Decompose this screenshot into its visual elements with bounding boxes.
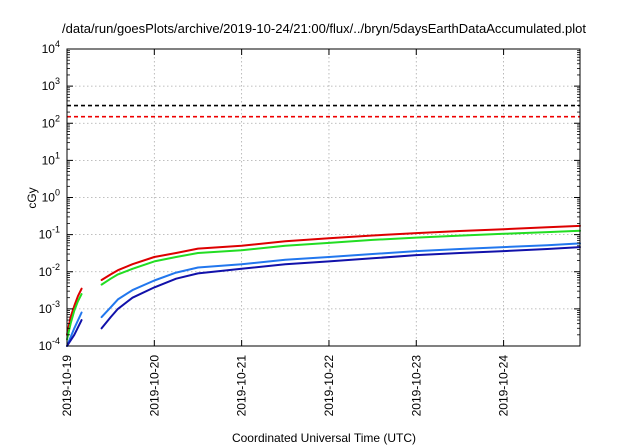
- y-tick-base: 10: [39, 265, 53, 279]
- y-tick-exponent: 2: [55, 113, 60, 123]
- y-tick-base: 10: [39, 302, 53, 316]
- x-tick-label: 2019-10-19: [60, 355, 74, 417]
- y-tick-base: 10: [42, 153, 56, 167]
- series-line: [66, 319, 83, 347]
- series-line: [66, 311, 83, 347]
- x-tick-label: 2019-10-21: [235, 355, 249, 417]
- series-line: [66, 293, 83, 341]
- x-axis-ticks: 2019-10-19 2019-10-20 2019-10-21 2019-10-22…: [60, 49, 511, 416]
- y-tick-exponent: -3: [52, 299, 60, 309]
- y-tick-exponent: 0: [55, 188, 60, 198]
- series-line: [100, 224, 581, 281]
- y-tick-base: 10: [42, 42, 56, 56]
- y-tick-exponent: -1: [52, 225, 60, 235]
- y-tick-label: 104: [42, 39, 60, 56]
- y-tick-label: 10-1: [39, 225, 60, 242]
- series-lines: [66, 224, 581, 347]
- series-line: [100, 246, 581, 330]
- y-tick-exponent: 1: [55, 150, 60, 160]
- series-line: [100, 242, 581, 319]
- y-tick-exponent: 4: [55, 39, 60, 49]
- y-tick-exponent: -4: [52, 336, 60, 346]
- grid: [67, 49, 580, 346]
- y-tick-label: 10-2: [39, 262, 60, 279]
- y-tick-base: 10: [39, 339, 53, 353]
- x-tick-label: 2019-10-20: [147, 355, 161, 417]
- x-axis-label: Coordinated Universal Time (UTC): [232, 431, 416, 445]
- y-tick-base: 10: [42, 116, 56, 130]
- y-tick-base: 10: [42, 191, 56, 205]
- y-tick-exponent: -2: [52, 262, 60, 272]
- y-axis-label: cGy: [25, 187, 39, 208]
- y-tick-exponent: 3: [55, 76, 60, 86]
- y-tick-label: 100: [42, 188, 60, 205]
- y-tick-label: 102: [42, 113, 60, 130]
- y-tick-label: 10-3: [39, 299, 60, 316]
- y-tick-label: 103: [42, 76, 60, 93]
- y-tick-base: 10: [39, 228, 53, 242]
- threshold-lines: [67, 104, 580, 118]
- y-tick-label: 101: [42, 150, 60, 167]
- x-tick-label: 2019-10-24: [497, 355, 511, 417]
- y-tick-label: 10-4: [39, 336, 60, 353]
- chart-title: /data/run/goesPlots/archive/2019-10-24/2…: [62, 21, 586, 36]
- x-tick-label: 2019-10-23: [409, 355, 423, 417]
- series-line: [100, 229, 581, 286]
- y-tick-base: 10: [42, 79, 56, 93]
- x-tick-label: 2019-10-22: [322, 355, 336, 417]
- series-line: [66, 287, 83, 336]
